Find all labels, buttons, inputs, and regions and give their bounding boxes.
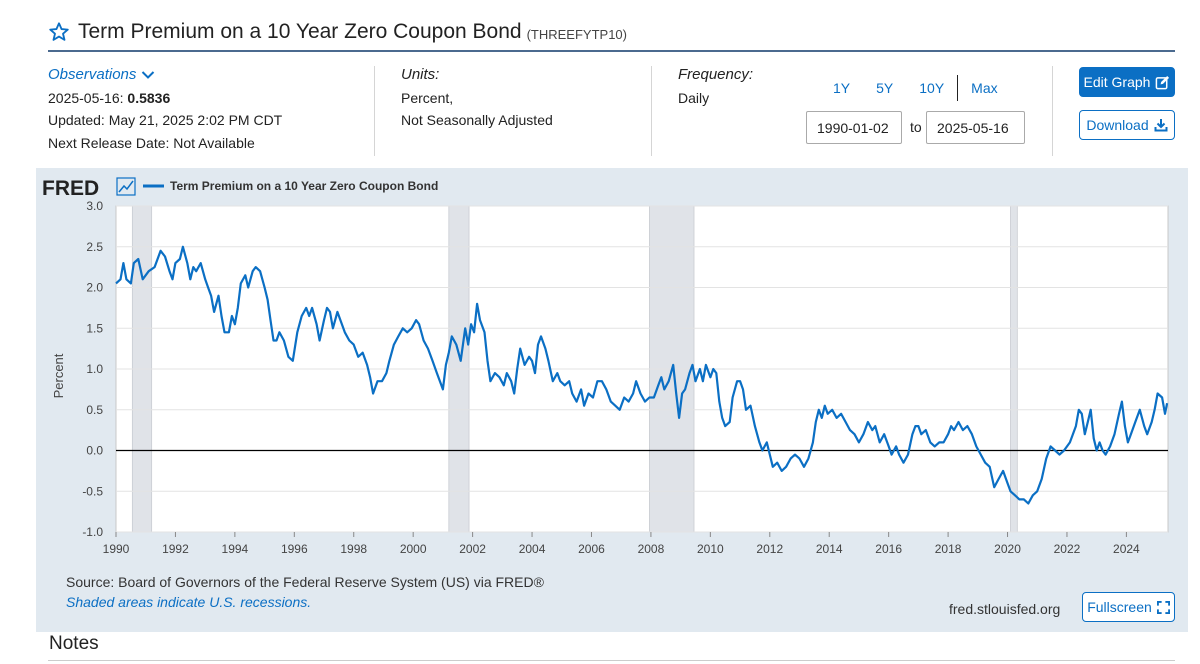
edit-graph-button[interactable]: Edit Graph (1079, 67, 1175, 97)
x-tick-label: 2002 (459, 542, 486, 556)
units-label: Units: (401, 66, 440, 83)
y-tick-label: -1.0 (82, 525, 103, 539)
x-tick-label: 1990 (103, 542, 130, 556)
observations-panel: Observations 2025-05-16: 0.5836 Updated:… (48, 64, 368, 154)
notes-divider (48, 660, 1175, 661)
y-tick-label: -0.5 (82, 484, 103, 498)
x-tick-label: 1992 (162, 542, 189, 556)
series-line[interactable] (115, 245, 1169, 505)
date-to-input[interactable] (926, 111, 1025, 144)
y-tick-label: 0.0 (86, 444, 103, 458)
fred-logo[interactable]: FRED (42, 177, 99, 200)
x-tick-label: 2016 (875, 542, 902, 556)
chart-trend-icon (116, 177, 136, 196)
download-icon[interactable] (1154, 118, 1168, 132)
y-tick-label: 3.0 (86, 199, 103, 213)
units-panel: Units: Percent, Not Seasonally Adjusted (401, 64, 631, 132)
fred-url[interactable]: fred.stlouisfed.org (949, 601, 1061, 617)
latest-observation: 2025-05-16: 0.5836 (48, 87, 368, 110)
units-line-2: Not Seasonally Adjusted (401, 112, 553, 128)
observations-label[interactable]: Observations (48, 66, 137, 83)
divider (1052, 66, 1053, 156)
download-button[interactable]: Download (1079, 110, 1175, 140)
series-id: (THREEFYTP10) (526, 27, 627, 42)
x-tick-label: 2012 (756, 542, 783, 556)
frequency-value: Daily (678, 89, 710, 106)
range-1y-button[interactable]: 1Y (833, 80, 851, 96)
line-chart[interactable]: FRED Term Premium on a 10 Year Zero Coup… (36, 168, 1188, 568)
chevron-down-icon[interactable] (141, 70, 155, 80)
star-icon[interactable] (48, 21, 70, 43)
range-10y-button[interactable]: 10Y (919, 80, 945, 96)
edit-icon[interactable] (1155, 75, 1170, 90)
updated-text: Updated: May 21, 2025 2:02 PM CDT (48, 112, 283, 128)
x-tick-label: 1998 (340, 542, 367, 556)
x-tick-label: 2004 (519, 542, 546, 556)
latest-date: 2025-05-16: (48, 89, 124, 106)
graph-panel: FRED Term Premium on a 10 Year Zero Coup… (36, 168, 1188, 632)
x-tick-label: 2022 (1054, 542, 1081, 556)
x-tick-label: 2008 (638, 542, 665, 556)
frequency-panel: Frequency: Daily (678, 64, 788, 109)
download-label[interactable]: Download (1086, 117, 1149, 133)
x-tick-label: 1994 (222, 542, 249, 556)
date-from-input[interactable] (806, 111, 902, 144)
divider (651, 66, 652, 156)
date-to-label: to (910, 119, 922, 135)
x-tick-label: 2018 (935, 542, 962, 556)
fullscreen-icon[interactable] (1156, 600, 1170, 614)
x-tick-label: 1996 (281, 542, 308, 556)
title-bar: Term Premium on a 10 Year Zero Coupon Bo… (48, 14, 1175, 52)
source-note: Source: Board of Governors of the Federa… (66, 574, 544, 590)
frequency-label: Frequency: (678, 66, 754, 83)
legend-label: Term Premium on a 10 Year Zero Coupon Bo… (170, 179, 438, 193)
x-tick-label: 2000 (400, 542, 427, 556)
y-tick-label: 0.5 (86, 403, 103, 417)
fullscreen-label[interactable]: Fullscreen (1087, 599, 1152, 615)
recession-note[interactable]: Shaded areas indicate U.S. recessions. (66, 594, 312, 610)
page-title: Term Premium on a 10 Year Zero Coupon Bo… (78, 20, 522, 43)
x-tick-label: 2024 (1113, 542, 1140, 556)
x-tick-label: 2006 (578, 542, 605, 556)
range-max-button[interactable]: Max (957, 75, 1010, 101)
y-axis-label: Percent (51, 353, 66, 398)
range-selector: 1Y 5Y 10Y Max (820, 75, 1011, 101)
x-tick-label: 2010 (697, 542, 724, 556)
x-tick-label: 2014 (816, 542, 843, 556)
y-tick-label: 1.0 (86, 362, 103, 376)
observations-dropdown[interactable]: Observations (48, 64, 368, 87)
y-tick-label: 2.0 (86, 281, 103, 295)
divider (374, 66, 375, 156)
x-tick-label: 2020 (994, 542, 1021, 556)
fullscreen-button[interactable]: Fullscreen (1082, 592, 1175, 622)
range-5y-button[interactable]: 5Y (876, 80, 894, 96)
y-tick-label: 1.5 (86, 321, 103, 335)
next-release-text: Next Release Date: Not Available (48, 134, 255, 151)
latest-value: 0.5836 (127, 89, 171, 106)
y-tick-label: 2.5 (86, 240, 103, 254)
edit-graph-label[interactable]: Edit Graph (1083, 74, 1151, 90)
units-line-1: Percent, (401, 89, 454, 106)
notes-title: Notes (49, 633, 99, 654)
